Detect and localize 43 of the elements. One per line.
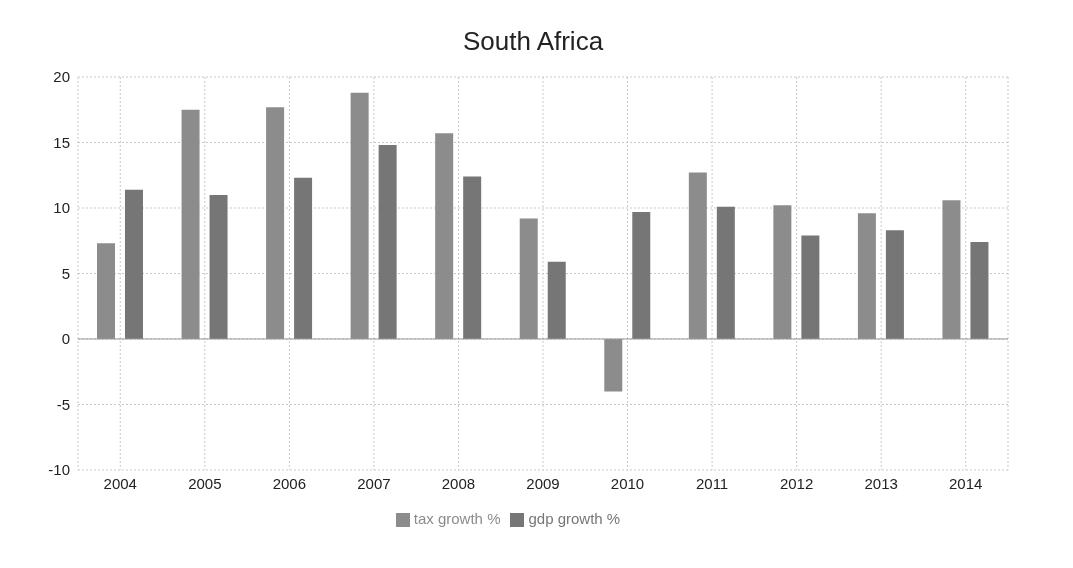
y-tick-label: -10 <box>48 461 70 479</box>
x-tick-label: 2014 <box>949 474 983 492</box>
bar <box>970 242 989 339</box>
bar <box>209 194 228 339</box>
bar <box>688 172 707 339</box>
x-tick-label: 2009 <box>526 474 560 492</box>
legend-label: gdp growth % <box>528 509 621 527</box>
x-tick-label: 2008 <box>441 474 476 492</box>
bar <box>463 176 482 339</box>
bar <box>378 145 397 339</box>
bar <box>519 218 538 339</box>
bar <box>181 109 200 339</box>
y-tick-label: 5 <box>61 264 70 282</box>
x-tick-label: 2005 <box>188 474 222 492</box>
y-tick-label: 15 <box>53 133 70 151</box>
x-tick-label: 2010 <box>610 474 645 492</box>
bar <box>942 200 961 339</box>
bar <box>716 206 735 339</box>
y-tick-label: 10 <box>53 199 70 217</box>
legend-label: tax growth % <box>413 509 501 527</box>
y-tick-label: -5 <box>56 395 70 413</box>
bar <box>773 205 792 339</box>
x-tick-label: 2011 <box>695 474 729 492</box>
bar <box>125 189 143 339</box>
bar <box>435 133 454 339</box>
x-tick-label: 2004 <box>103 474 137 492</box>
bar <box>97 243 115 339</box>
x-tick-label: 2006 <box>272 474 307 492</box>
x-tick-label: 2013 <box>864 474 898 492</box>
bar <box>801 235 820 339</box>
bar <box>294 177 313 339</box>
bar <box>350 92 369 339</box>
y-tick-label: 20 <box>53 68 70 86</box>
x-tick-label: 2012 <box>779 474 814 492</box>
bar <box>632 211 651 339</box>
bar <box>547 261 566 339</box>
chart-title: South Africa <box>461 25 605 57</box>
bar <box>885 230 904 339</box>
x-tick-label: 2007 <box>357 474 391 492</box>
y-tick-label: 0 <box>61 330 70 348</box>
bar <box>604 338 623 392</box>
bar <box>266 107 285 339</box>
bar <box>857 213 876 339</box>
